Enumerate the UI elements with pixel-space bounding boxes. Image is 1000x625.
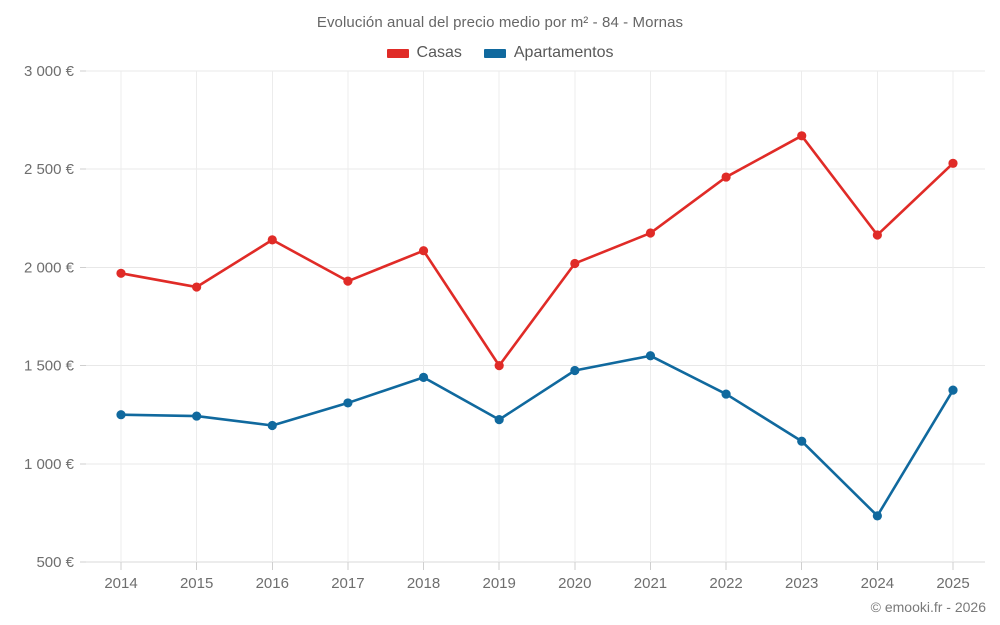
chart-legend: Casas Apartamentos	[0, 44, 1000, 62]
data-point[interactable]	[494, 361, 504, 371]
x-axis-tick-label: 2016	[256, 575, 289, 592]
data-point[interactable]	[343, 398, 353, 408]
chart-title: Evolución anual del precio medio por m² …	[316, 14, 684, 31]
data-point[interactable]	[570, 365, 580, 376]
data-point[interactable]	[948, 385, 958, 395]
footer-credit: © emooki.fr - 2026	[870, 599, 986, 615]
x-axis-tick-label: 2015	[180, 575, 213, 592]
y-axis-tick-label: 1 000 €	[24, 456, 75, 473]
legend-item-casas[interactable]: Casas	[386, 44, 462, 62]
y-axis-tick-label: 3 000 €	[24, 63, 75, 80]
y-axis-tick-label: 1 500 €	[24, 358, 75, 375]
series-line-casas	[119, 134, 955, 367]
x-axis-tick-label: 2014	[104, 575, 137, 592]
data-point[interactable]	[343, 276, 353, 286]
legend-swatch-casas-icon	[386, 48, 409, 58]
legend-item-apartamentos[interactable]: Apartamentos	[483, 44, 614, 62]
data-point[interactable]	[267, 420, 277, 431]
data-point[interactable]	[192, 411, 202, 421]
data-point[interactable]	[418, 246, 429, 256]
data-point[interactable]	[116, 410, 126, 420]
data-point[interactable]	[192, 282, 202, 292]
data-point[interactable]	[418, 372, 429, 382]
x-axis-tick-label: 2023	[785, 575, 818, 592]
data-point[interactable]	[570, 258, 580, 269]
x-axis-tick-label: 2025	[936, 575, 969, 592]
x-axis-tick-label: 2021	[634, 575, 667, 592]
x-axis-tick-label: 2019	[482, 575, 515, 592]
series-line-apartamentos	[119, 354, 955, 518]
y-axis-tick-label: 2 500 €	[24, 161, 75, 178]
data-point[interactable]	[948, 158, 958, 168]
y-axis-tick-label: 2 000 €	[24, 259, 75, 276]
data-point[interactable]	[797, 436, 807, 446]
data-point[interactable]	[116, 268, 126, 278]
data-point[interactable]	[872, 230, 882, 240]
x-axis-tick-label: 2020	[558, 575, 591, 592]
data-point[interactable]	[721, 389, 731, 399]
data-point[interactable]	[267, 235, 277, 245]
x-axis-tick-label: 2022	[709, 575, 742, 592]
data-point[interactable]	[721, 172, 731, 182]
data-point[interactable]	[872, 511, 882, 521]
data-point[interactable]	[645, 351, 656, 361]
x-axis-tick-label: 2018	[407, 575, 440, 592]
x-axis-tick-label: 2017	[331, 575, 364, 592]
legend-swatch-apartamentos-icon	[483, 48, 506, 58]
legend-label-apartamentos: Apartamentos	[513, 44, 614, 61]
x-axis-tick-label: 2024	[861, 575, 894, 592]
data-point[interactable]	[494, 415, 504, 425]
data-point[interactable]	[645, 228, 656, 238]
y-axis-tick-label: 500 €	[36, 554, 74, 571]
legend-label-casas: Casas	[416, 44, 462, 61]
data-point[interactable]	[797, 131, 807, 141]
